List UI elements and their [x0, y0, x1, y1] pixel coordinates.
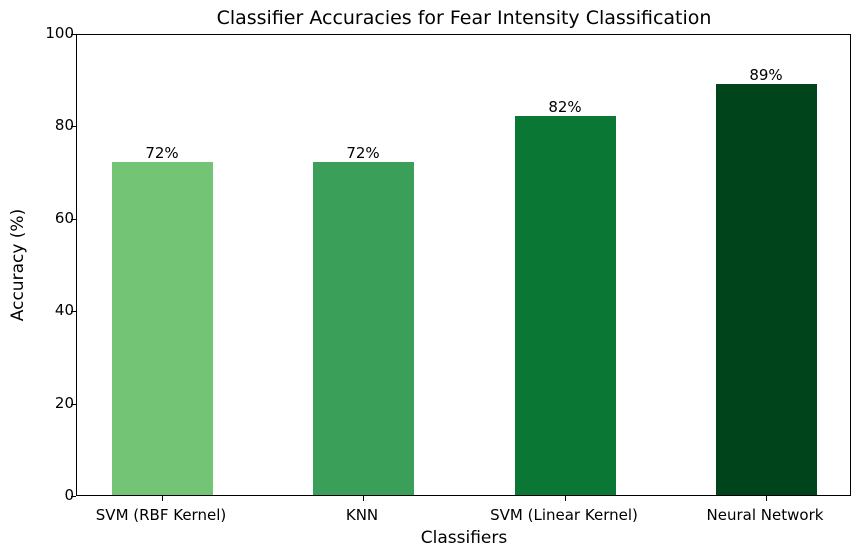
y-tick-label: 20 [54, 393, 74, 412]
bar [715, 83, 817, 495]
y-tick-label: 80 [54, 116, 74, 135]
x-tick [363, 496, 364, 501]
bar-value-label: 89% [749, 65, 783, 84]
bar-value-label: 72% [145, 144, 179, 163]
y-tick-label: 60 [54, 208, 74, 227]
x-tick-label: SVM (RBF Kernel) [95, 506, 227, 524]
bar [111, 162, 213, 495]
y-tick [71, 126, 76, 128]
y-tick-label: 40 [54, 301, 74, 320]
x-tick [565, 496, 566, 501]
plot-area: 72% 72% 82% 89% [71, 34, 851, 501]
x-tick-label: Neural Network [706, 506, 824, 524]
x-tick-label: KNN [345, 506, 379, 524]
x-tick-label: SVM (Linear Kernel) [490, 506, 638, 524]
y-tick-label: 100 [45, 24, 74, 42]
bar [514, 116, 616, 495]
y-tick-label: 0 [64, 486, 74, 504]
x-tick [162, 496, 163, 501]
x-tick [766, 496, 767, 501]
y-tick [71, 311, 76, 313]
bar-value-label: 72% [346, 144, 380, 163]
bar [312, 162, 414, 495]
y-tick [71, 403, 76, 405]
bar-value-label: 82% [548, 98, 582, 117]
y-tick [71, 496, 76, 497]
y-tick [71, 218, 76, 220]
y-axis-label: Accuracy (%) [8, 208, 28, 322]
x-axis-label: Classifiers [420, 528, 508, 548]
chart-title: Classifier Accuracies for Fear Intensity… [216, 7, 712, 29]
y-tick [71, 34, 76, 35]
